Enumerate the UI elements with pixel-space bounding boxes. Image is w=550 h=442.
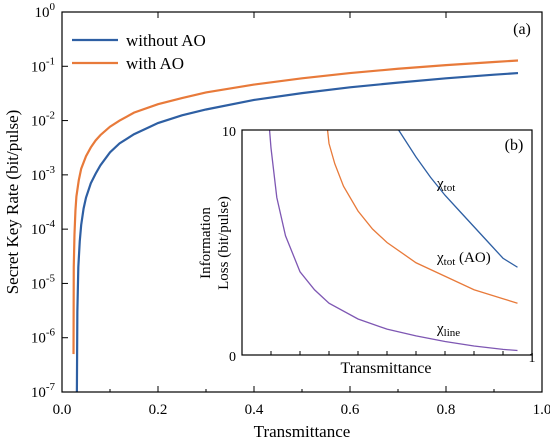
panel-a-series-with-ao-line <box>72 59 519 355</box>
panel-b-series-layer <box>268 129 518 352</box>
panel-a-label: (a) <box>513 21 531 38</box>
panel-b-x-ticks <box>270 351 504 355</box>
panel-a-y-tick-label: 10-6 <box>31 327 56 347</box>
panel-b-y-tick-0: 0 <box>229 350 236 365</box>
label-chi-line: χline <box>436 321 460 339</box>
panel-b-y-tick-10: 10 <box>222 125 236 140</box>
panel-a-series-without-ao-line <box>75 71 519 393</box>
label-chi-tot-ao: χtot (AO) <box>436 250 491 268</box>
panel-a-x-axis-label: Transmittance <box>254 422 351 441</box>
legend-label-with-ao: with AO <box>126 54 184 73</box>
panel-a-y-tick-label: 10-4 <box>31 218 56 238</box>
label-chi-tot: χtot <box>436 176 455 194</box>
panel-b-x-axis-label: Transmittance <box>341 360 432 377</box>
panel-b-inset: (b) 10 0 1 Transmittance Information Los… <box>198 125 536 377</box>
panel-a-y-tick-label: 10-7 <box>31 381 56 401</box>
panel-a-x-tick-label: 0.0 <box>53 402 72 418</box>
panel-b-y-axis-label-line1: Information <box>198 207 214 279</box>
panel-a-x-tick-label: 1.0 <box>533 402 550 418</box>
panel-b-y-axis-label-line2: Loss (bit/pulse) <box>216 196 232 290</box>
panel-a-y-tick-label: 10-1 <box>31 55 55 75</box>
panel-a-series-layer <box>72 59 519 393</box>
panel-a-x-tick-label: 0.6 <box>341 402 360 418</box>
panel-a-y-axis-label: Secret Key Rate (bit/pulse) <box>3 110 22 295</box>
panel-b-series-chi-tot-line <box>398 129 518 268</box>
panel-a-x-ticks: 0.0 0.2 0.4 0.6 0.8 1.0 <box>53 12 550 418</box>
panel-a-x-tick-label: 0.8 <box>437 402 456 418</box>
panel-b-label: (b) <box>505 137 524 154</box>
panel-a-x-tick-label: 0.4 <box>245 402 264 418</box>
panel-a-legend: without AO with AO <box>72 31 206 73</box>
panel-a-y-tick-label: 10-5 <box>31 272 56 292</box>
panel-b-y-axis-label: Information Loss (bit/pulse) <box>198 196 232 290</box>
panel-a-y-tick-label: 10-2 <box>31 110 55 130</box>
panel-a-y-tick-label: 100 <box>35 1 56 21</box>
panel-b-x-tick-1: 1 <box>529 351 536 366</box>
panel-a-x-tick-label: 0.2 <box>149 402 168 418</box>
panel-b-series-chi-tot-ao-line <box>326 129 518 304</box>
panel-a-y-tick-label: 10-3 <box>31 164 56 184</box>
panel-b-series-chi-line-line <box>268 129 518 352</box>
legend-label-without-ao: without AO <box>126 31 206 50</box>
panel-a-y-ticks: 100 10-1 10-2 10-3 10-4 10-5 10-6 10-7 <box>31 1 68 401</box>
panel-a: 0.0 0.2 0.4 0.6 0.8 1.0 10010-110-210-310-410… <box>3 1 550 441</box>
